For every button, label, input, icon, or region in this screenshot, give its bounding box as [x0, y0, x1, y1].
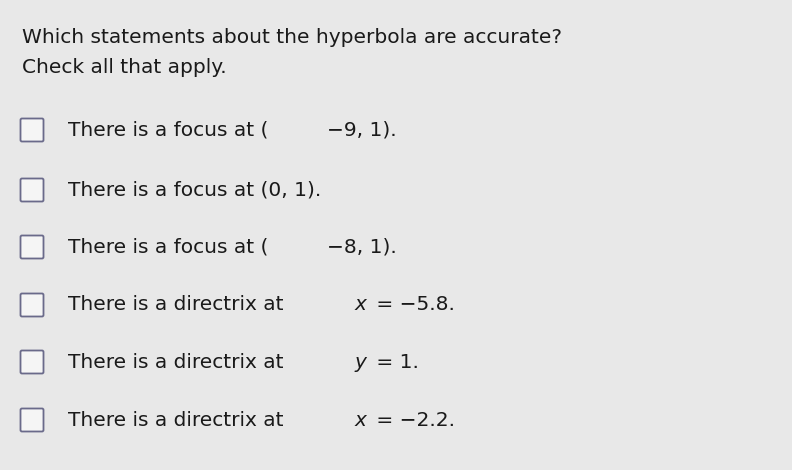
- Text: There is a focus at (0, 1).: There is a focus at (0, 1).: [68, 180, 322, 199]
- Text: = 1.: = 1.: [370, 352, 418, 371]
- Text: = −2.2.: = −2.2.: [370, 410, 455, 430]
- Text: −9, 1).: −9, 1).: [326, 120, 396, 140]
- Text: = −5.8.: = −5.8.: [370, 296, 455, 314]
- Text: Check all that apply.: Check all that apply.: [22, 58, 227, 77]
- Text: There is a focus at (: There is a focus at (: [68, 120, 268, 140]
- Text: There is a directrix at: There is a directrix at: [68, 410, 290, 430]
- Text: There is a focus at (: There is a focus at (: [68, 237, 268, 257]
- FancyBboxPatch shape: [21, 118, 44, 141]
- FancyBboxPatch shape: [21, 351, 44, 374]
- Text: y: y: [354, 352, 366, 371]
- FancyBboxPatch shape: [21, 293, 44, 316]
- Text: Which statements about the hyperbola are accurate?: Which statements about the hyperbola are…: [22, 28, 562, 47]
- FancyBboxPatch shape: [21, 235, 44, 258]
- FancyBboxPatch shape: [21, 408, 44, 431]
- Text: −8, 1).: −8, 1).: [326, 237, 396, 257]
- Text: x: x: [354, 296, 366, 314]
- Text: There is a directrix at: There is a directrix at: [68, 352, 290, 371]
- Text: x: x: [354, 410, 366, 430]
- FancyBboxPatch shape: [21, 179, 44, 202]
- Text: There is a directrix at: There is a directrix at: [68, 296, 290, 314]
